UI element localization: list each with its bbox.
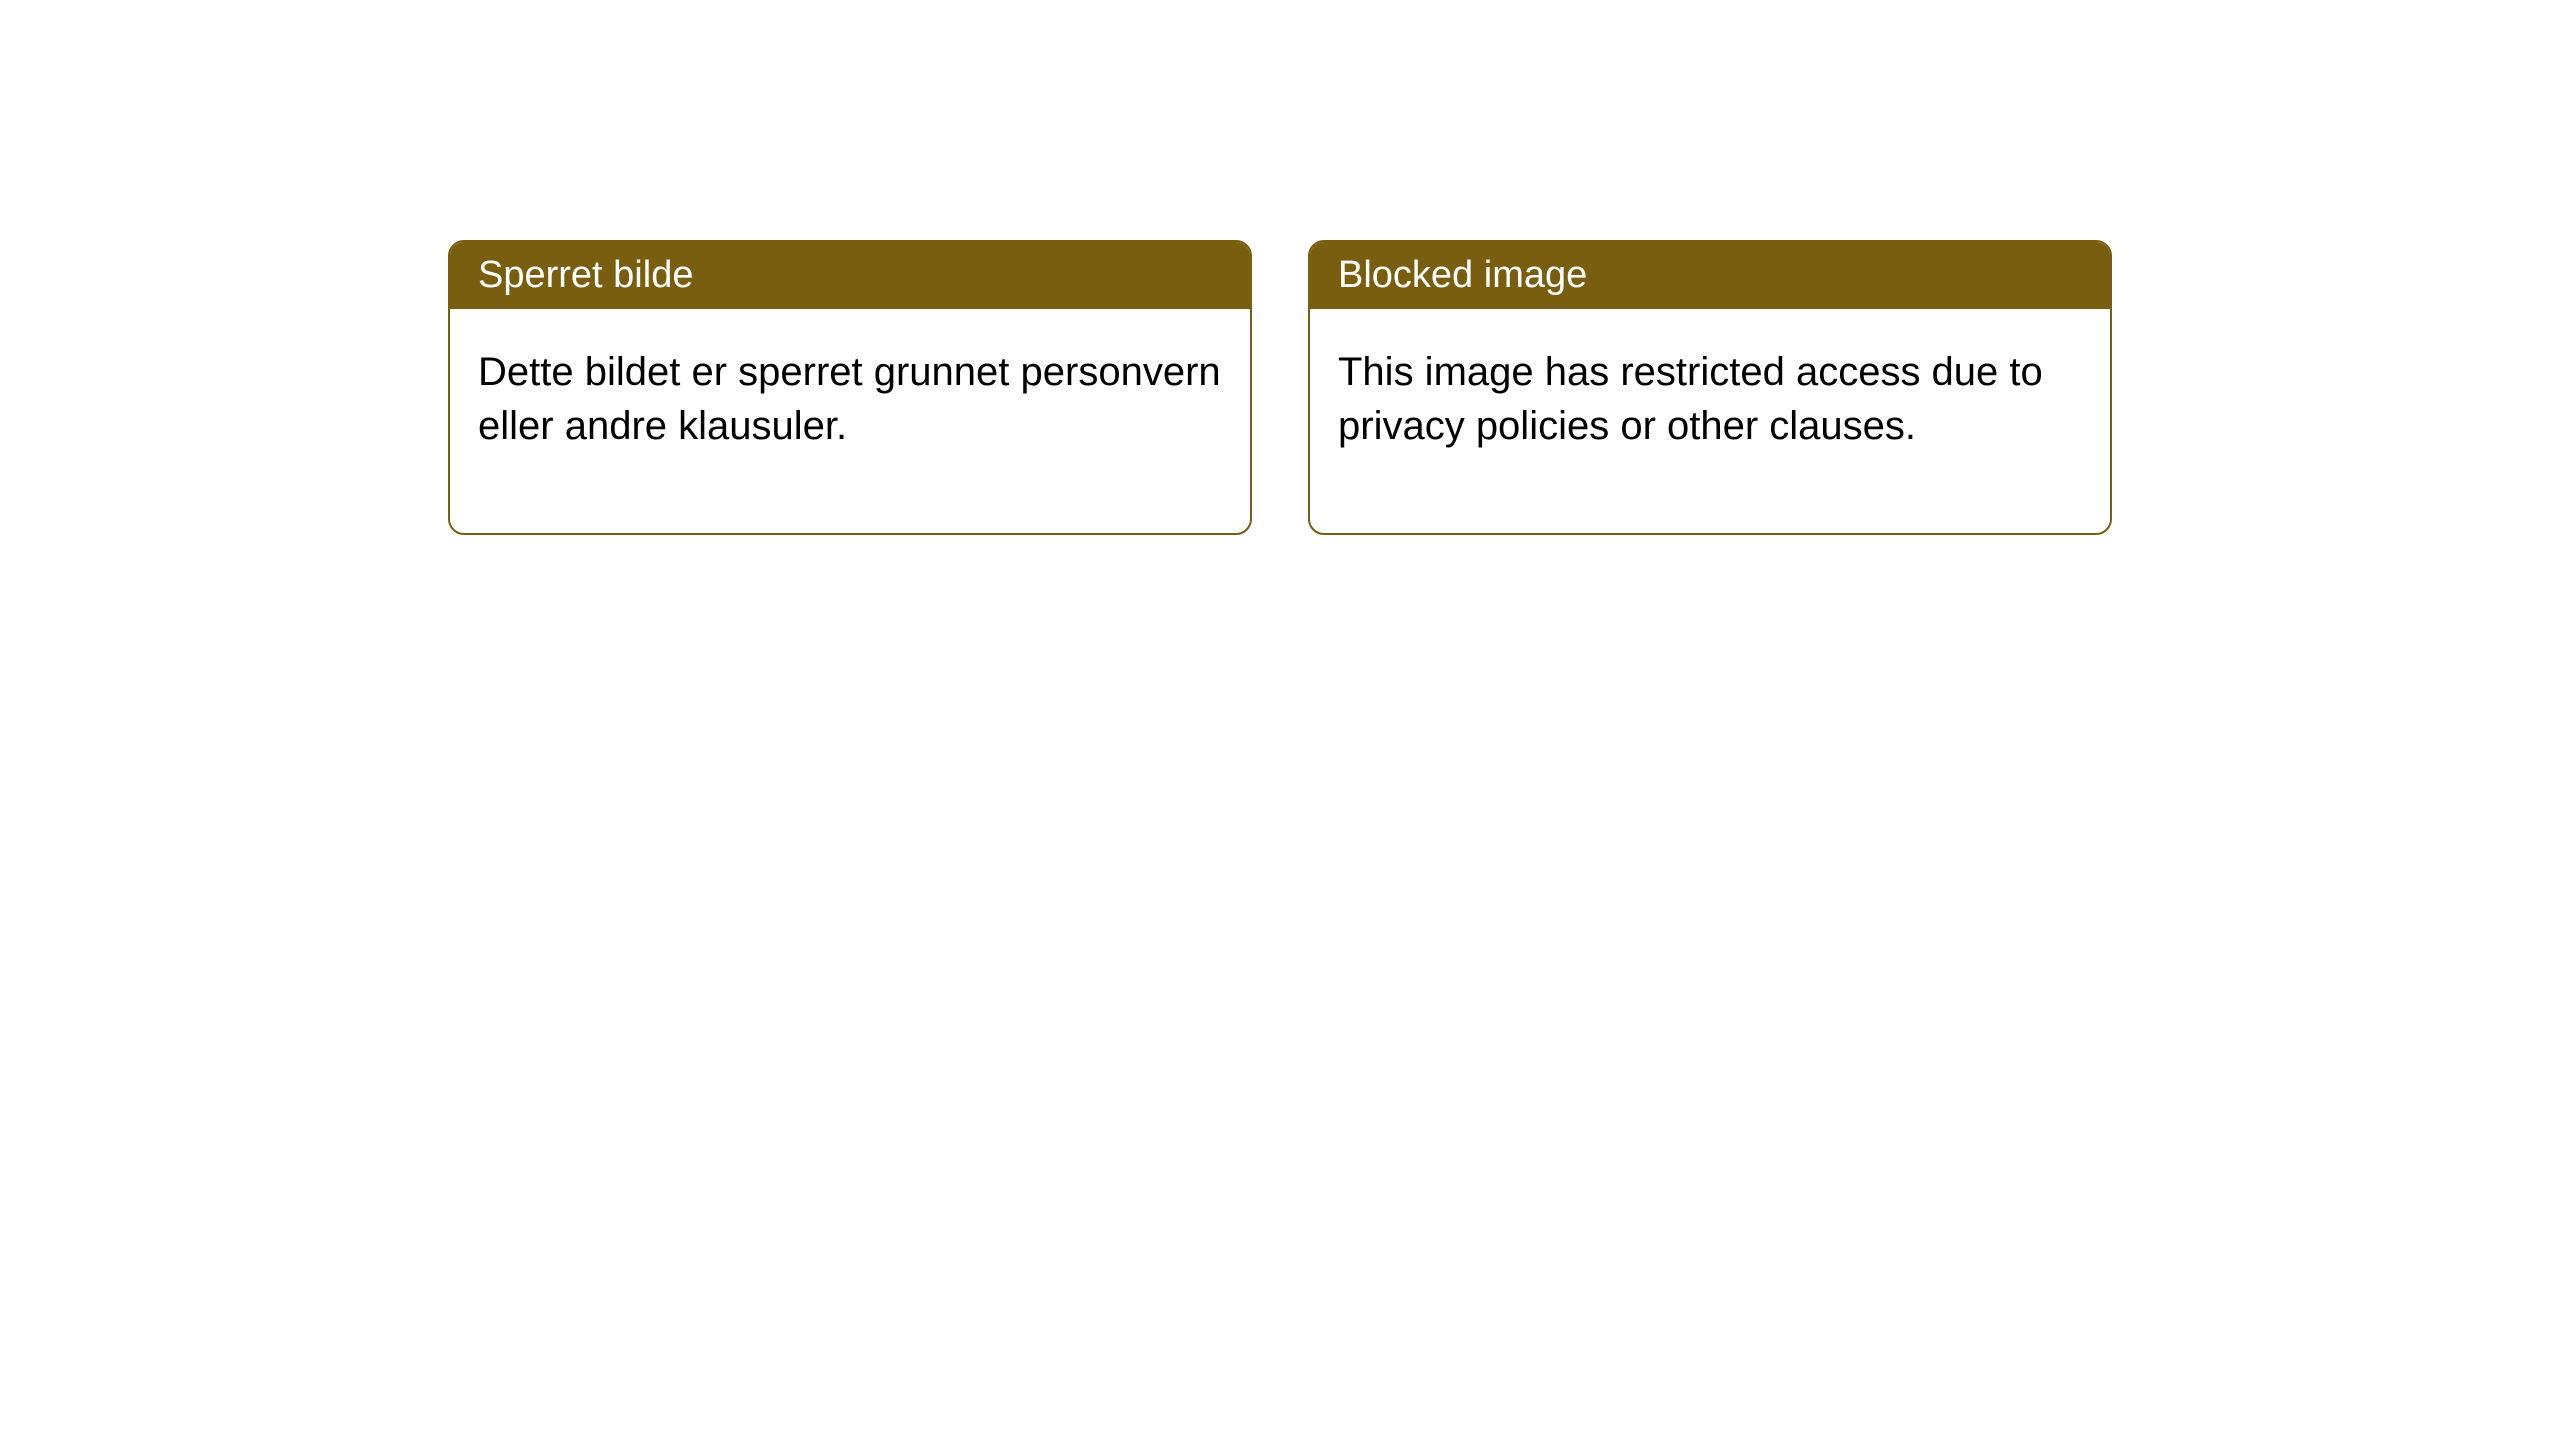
notice-card-norwegian: Sperret bilde Dette bildet er sperret gr…	[448, 240, 1252, 535]
notice-header: Blocked image	[1310, 242, 2110, 309]
notice-title: Blocked image	[1338, 254, 1587, 296]
notice-card-english: Blocked image This image has restricted …	[1308, 240, 2112, 535]
notice-title: Sperret bilde	[478, 254, 693, 296]
notice-container: Sperret bilde Dette bildet er sperret gr…	[0, 0, 2560, 535]
notice-header: Sperret bilde	[450, 242, 1250, 309]
notice-message: Dette bildet er sperret grunnet personve…	[478, 350, 1221, 448]
notice-body: This image has restricted access due to …	[1310, 309, 2110, 533]
notice-body: Dette bildet er sperret grunnet personve…	[450, 309, 1250, 533]
notice-message: This image has restricted access due to …	[1338, 350, 2043, 448]
